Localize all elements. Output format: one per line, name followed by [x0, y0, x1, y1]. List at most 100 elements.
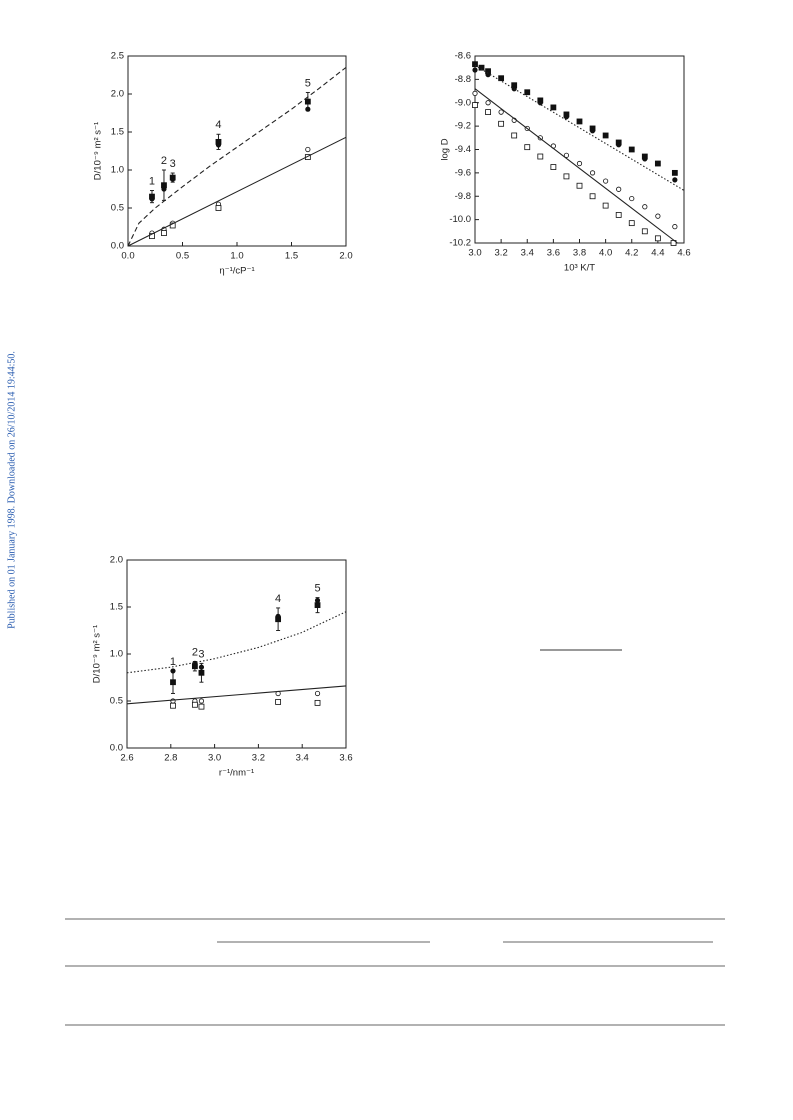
y-tick-label: 1.5	[110, 602, 123, 613]
x-axis-label: 10³ K/T	[564, 263, 595, 274]
point	[149, 196, 155, 202]
point	[589, 128, 596, 134]
x-tick-label: 4.4	[651, 248, 664, 259]
point	[628, 220, 635, 227]
point	[629, 195, 635, 202]
y-tick-label: -8.6	[455, 51, 471, 62]
side-note: Published on 01 January 1998. Downloaded…	[6, 351, 17, 629]
x-tick-label: 3.8	[573, 248, 586, 259]
y-tick-label: 0.0	[110, 743, 123, 754]
point	[550, 164, 557, 170]
point	[642, 204, 648, 210]
fit-line	[127, 66, 347, 247]
y-axis-label: D/10⁻⁹ m² s⁻¹	[93, 122, 104, 180]
x-tick-label: 0.5	[176, 251, 189, 262]
y-tick-label: -10.2	[449, 238, 471, 249]
y-tick-label: 0.5	[111, 203, 124, 214]
y-tick-label: 2.0	[111, 89, 124, 100]
y-tick-label: -9.0	[455, 97, 471, 108]
point	[215, 142, 222, 148]
x-tick-label: 4.6	[677, 248, 690, 259]
x-tick-label: 2.8	[164, 753, 177, 764]
x-tick-label: 1.0	[230, 251, 243, 262]
x-axis-label: η⁻¹/cP⁻¹	[219, 266, 254, 277]
point	[616, 186, 622, 192]
point	[589, 170, 596, 176]
x-tick-label: 1.5	[285, 251, 298, 262]
point-label: 1	[170, 656, 176, 668]
y-tick-label: 0.5	[110, 696, 123, 707]
point	[498, 75, 505, 82]
x-tick-label: 3.0	[468, 248, 481, 259]
point	[524, 89, 531, 96]
y-axis-label: D/10⁻⁹ m² s⁻¹	[92, 625, 103, 683]
point-label: 3	[198, 648, 204, 660]
plot-frame	[127, 55, 347, 247]
point	[498, 120, 505, 127]
point	[215, 205, 222, 211]
point	[603, 178, 609, 184]
y-tick-label: -9.8	[455, 191, 471, 202]
x-tick-label: 2.6	[120, 753, 133, 764]
point	[198, 698, 205, 704]
point	[314, 699, 321, 706]
point	[472, 67, 478, 73]
point-label: 2	[161, 155, 167, 167]
y-tick-label: 1.0	[111, 165, 124, 176]
point	[198, 703, 205, 710]
y-tick-label: 2.5	[111, 51, 124, 62]
point-label: 5	[314, 583, 320, 595]
point	[589, 193, 596, 200]
point	[498, 109, 504, 115]
plot-frame	[474, 55, 685, 244]
plot-frame	[126, 559, 347, 749]
x-tick-label: 0.0	[121, 251, 134, 262]
point	[672, 177, 678, 183]
point	[602, 202, 609, 209]
point	[191, 701, 198, 708]
fit-line	[127, 136, 347, 247]
point	[576, 182, 583, 189]
point	[563, 152, 570, 158]
y-tick-label: 2.0	[110, 555, 123, 566]
point	[655, 213, 661, 219]
point-label: 4	[215, 119, 221, 131]
point	[314, 597, 321, 604]
point	[314, 602, 321, 609]
fit-line	[126, 611, 347, 674]
x-tick-label: 4.2	[625, 248, 638, 259]
point	[550, 104, 557, 111]
point	[628, 146, 635, 153]
y-tick-label: -8.8	[455, 74, 471, 85]
point	[524, 144, 531, 151]
point	[170, 679, 176, 686]
point-label: 1	[149, 175, 155, 187]
point	[654, 160, 661, 167]
point	[576, 160, 583, 167]
x-tick-label: 3.4	[296, 753, 309, 764]
fit-line	[474, 64, 685, 191]
point	[472, 102, 478, 108]
point-label: 4	[275, 593, 281, 605]
point	[170, 176, 176, 182]
x-axis-label: r⁻¹/nm⁻¹	[219, 768, 254, 779]
y-tick-label: 1.5	[111, 127, 124, 138]
y-axis-label: log D	[440, 138, 451, 160]
point	[161, 230, 167, 236]
fit-line	[474, 88, 678, 244]
point	[642, 156, 648, 162]
y-tick-label: -9.4	[455, 144, 471, 155]
point	[472, 90, 478, 97]
x-tick-label: 3.6	[547, 248, 560, 259]
y-tick-label: -9.2	[455, 121, 471, 132]
point	[304, 98, 311, 105]
y-tick-label: -10.0	[449, 214, 471, 225]
point	[563, 173, 570, 180]
x-tick-label: 3.2	[495, 248, 508, 259]
point	[275, 699, 282, 705]
point	[672, 224, 678, 230]
point	[170, 702, 176, 709]
point-label: 2	[192, 646, 198, 658]
